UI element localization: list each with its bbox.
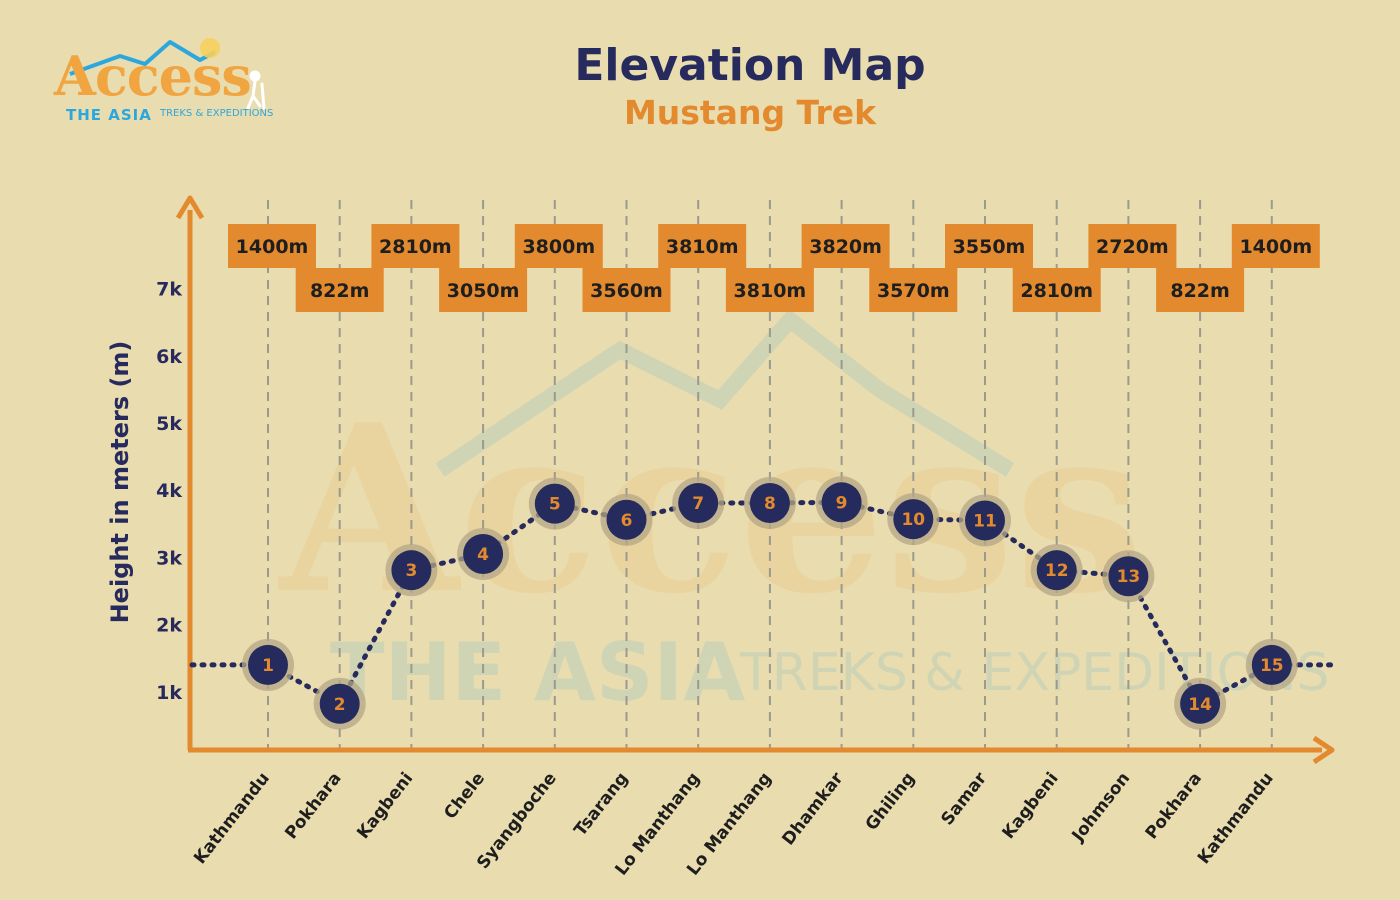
elevation-label-box [658,224,747,268]
data-point [606,499,647,540]
stop-number: 6 [621,511,633,531]
y-ticks: 1k 2k 3k 4k 5k 6k 7k [156,279,182,704]
elevation-label: 3820m [809,236,882,258]
y-tick-label: 5k [156,413,182,435]
elevation-label: 3550m [953,236,1026,258]
elevation-label-box [1231,224,1320,268]
stop-number: 9 [836,493,848,513]
stop-number: 12 [1045,561,1069,581]
logo [69,38,266,110]
data-point [1108,556,1149,597]
logo-line-1: THE ASIA [66,106,152,124]
elevation-label-box [869,268,958,312]
data-point [678,482,719,523]
elevation-label-box [1012,268,1101,312]
y-tick-label: 4k [156,480,182,502]
data-point [893,499,934,540]
stop-number: 11 [973,511,997,531]
x-tick-label: Johmson [1068,769,1135,847]
hiker-icon [246,70,266,110]
elevation-label: 2720m [1096,236,1169,258]
x-tick-label: Dhamkar [778,768,847,849]
stop-number: 8 [764,494,776,514]
elevation-label-box [945,224,1033,268]
elevation-label-box [439,268,528,312]
elevation-label-box [1088,224,1177,268]
chart-subtitle: Mustang Trek [623,93,877,132]
elevation-label-box [295,268,384,312]
data-point [534,483,575,524]
y-tick-label: 7k [156,279,182,301]
svg-text:TREKS & EXPEDITIONS: TREKS & EXPEDITIONS [739,643,1329,703]
x-tick-label: Kathmandu [1194,769,1278,868]
elevation-label: 3810m [666,236,739,258]
x-tick-label: Chele [440,769,489,823]
stop-number: 15 [1260,656,1284,676]
elevation-label: 3810m [734,280,807,302]
data-point [1180,683,1221,724]
x-tick-label: Pokhara [281,769,345,843]
y-tick-label: 1k [156,682,182,704]
elevation-label: 822m [310,280,369,302]
y-tick-label: 3k [156,547,182,569]
data-point [821,482,862,523]
data-point [1251,644,1292,685]
stop-number: 13 [1117,567,1141,587]
stop-number: 10 [901,510,925,530]
data-point [391,550,432,591]
elevation-label-box [725,268,814,312]
x-tick-label: Samar [937,768,991,829]
elevation-label-box [514,224,603,268]
elevation-label: 3570m [877,280,950,302]
data-point [319,683,360,724]
elevation-label: 3800m [522,236,595,258]
chart-title: Elevation Map [574,40,926,91]
elevation-label-box [582,268,671,312]
stop-number: 2 [334,695,346,715]
elevation-label-box [228,224,316,268]
stop-number: 3 [405,561,417,581]
y-tick-label: 6k [156,346,182,368]
elevation-label: 822m [1170,280,1229,302]
x-tick-label: Ghiling [862,769,920,835]
elevation-label: 2810m [1020,280,1093,302]
stop-number: 1 [262,656,274,676]
x-tick-label: Kagbeni [999,769,1063,843]
elevation-label: 1400m [236,236,309,258]
logo-line-2: TREKS & EXPEDITIONS [160,108,274,119]
x-tick-label: Kathmandu [190,769,274,868]
x-tick-label: Kagbeni [353,769,417,843]
stop-number: 4 [477,545,489,565]
stop-number: 7 [692,494,704,514]
data-point [965,500,1005,541]
x-tick-label: Pokhara [1142,769,1206,843]
stop-number: 14 [1188,695,1212,715]
elevation-label: 1400m [1239,236,1312,258]
x-tick-label: Tsarang [570,769,632,840]
watermark: Access THE ASIA TREKS & EXPEDITIONS [278,309,1329,719]
elevation-label-box [371,224,460,268]
y-tick-label: 2k [156,615,182,637]
x-axis-arrow [1312,735,1335,765]
elevation-label-box [1156,268,1245,312]
data-point [1036,550,1077,591]
elevation-labels: 1400m822m2810m3050m3800m3560m3810m3810m3… [228,224,1320,312]
elevation-label-box [801,224,890,268]
svg-text:THE ASIA: THE ASIA [330,626,745,719]
axes [175,195,1335,765]
data-point [248,644,288,685]
elevation-label: 3560m [590,280,663,302]
data-point [749,482,790,523]
elevation-label: 2810m [379,236,452,258]
logo-wordmark: Access [54,44,252,108]
y-axis-label: Height in meters (m) [106,341,134,624]
data-point [463,534,504,575]
elevation-label: 3050m [447,280,520,302]
y-axis-arrow [175,195,205,220]
stop-number: 5 [549,495,561,515]
